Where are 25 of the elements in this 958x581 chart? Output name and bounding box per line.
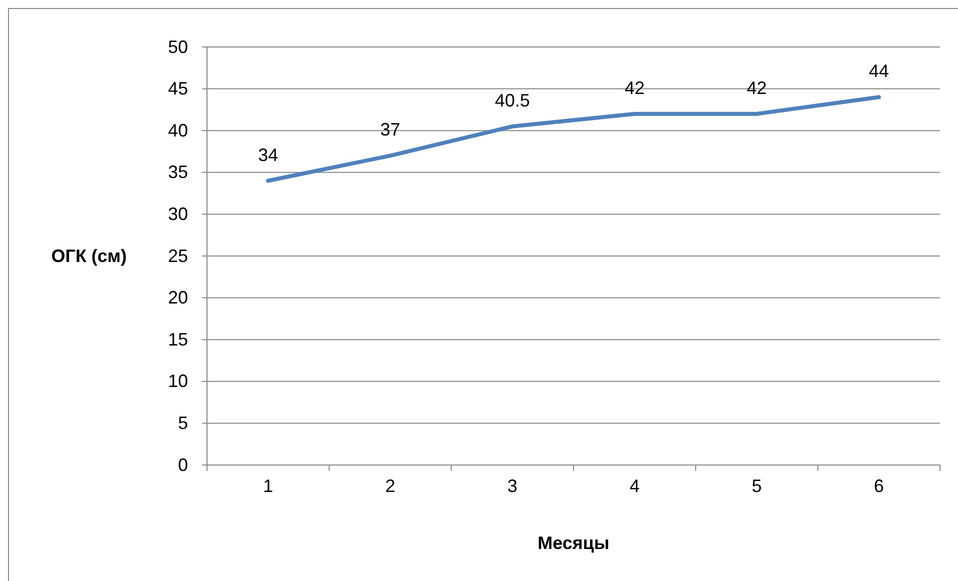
y-tick-label: 15 xyxy=(168,329,188,350)
y-tick-label: 30 xyxy=(168,204,188,224)
y-tick-label: 5 xyxy=(178,412,188,433)
y-tick-label: 0 xyxy=(178,454,188,475)
data-label: 42 xyxy=(624,78,645,98)
data-label: 34 xyxy=(258,144,278,165)
data-label: 42 xyxy=(746,78,767,98)
y-tick-label: 35 xyxy=(168,162,188,182)
y-tick-label: 10 xyxy=(168,371,188,392)
data-label: 40.5 xyxy=(494,90,530,110)
x-tick-label: 5 xyxy=(752,476,762,496)
x-tick-label: 1 xyxy=(263,476,274,496)
y-tick-label: 25 xyxy=(168,246,188,266)
x-axis-title: Месяцы xyxy=(538,533,610,553)
y-tick-label: 20 xyxy=(168,288,188,308)
data-label: 37 xyxy=(380,120,400,140)
x-tick-label: 2 xyxy=(385,476,396,496)
y-axis-title: ОГК (см) xyxy=(51,246,127,266)
y-tick-label: 50 xyxy=(168,36,188,57)
data-label: 44 xyxy=(868,61,889,82)
x-tick-label: 6 xyxy=(874,476,884,496)
y-tick-label: 45 xyxy=(168,78,188,99)
y-tick-label: 40 xyxy=(168,120,188,140)
x-tick-label: 3 xyxy=(507,476,518,496)
x-tick-label: 4 xyxy=(630,476,640,496)
